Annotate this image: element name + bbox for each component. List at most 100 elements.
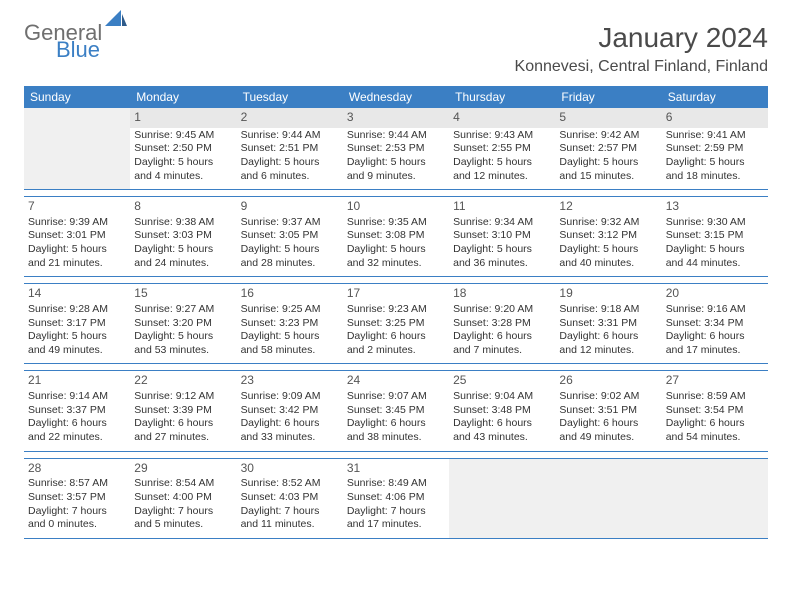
day-header: Monday bbox=[130, 86, 236, 108]
day-header: Sunday bbox=[24, 86, 130, 108]
logo-sail-icon bbox=[105, 13, 127, 30]
day-number: 25 bbox=[453, 373, 551, 389]
day-header: Thursday bbox=[449, 86, 555, 108]
calendar-cell bbox=[662, 459, 768, 538]
daylight-line: Daylight: 5 hours and 12 minutes. bbox=[453, 156, 551, 183]
month-title: January 2024 bbox=[515, 22, 768, 54]
sunrise-line: Sunrise: 9:39 AM bbox=[28, 216, 126, 230]
sunrise-line: Sunrise: 9:25 AM bbox=[241, 303, 339, 317]
day-number: 13 bbox=[666, 199, 764, 215]
day-number: 3 bbox=[343, 108, 449, 128]
week-row: 7Sunrise: 9:39 AMSunset: 3:01 PMDaylight… bbox=[24, 196, 768, 277]
sunset-line: Sunset: 3:23 PM bbox=[241, 317, 339, 331]
calendar-cell: 4Sunrise: 9:43 AMSunset: 2:55 PMDaylight… bbox=[449, 108, 555, 189]
calendar-cell: 12Sunrise: 9:32 AMSunset: 3:12 PMDayligh… bbox=[555, 197, 661, 276]
sunset-line: Sunset: 3:10 PM bbox=[453, 229, 551, 243]
calendar-cell: 17Sunrise: 9:23 AMSunset: 3:25 PMDayligh… bbox=[343, 284, 449, 363]
sunrise-line: Sunrise: 9:34 AM bbox=[453, 216, 551, 230]
sunset-line: Sunset: 3:08 PM bbox=[347, 229, 445, 243]
sunset-line: Sunset: 4:03 PM bbox=[241, 491, 339, 505]
calendar-cell: 14Sunrise: 9:28 AMSunset: 3:17 PMDayligh… bbox=[24, 284, 130, 363]
sunset-line: Sunset: 3:45 PM bbox=[347, 404, 445, 418]
day-number: 10 bbox=[347, 199, 445, 215]
calendar-cell: 30Sunrise: 8:52 AMSunset: 4:03 PMDayligh… bbox=[237, 459, 343, 538]
sunset-line: Sunset: 2:50 PM bbox=[134, 142, 232, 156]
calendar-cell: 11Sunrise: 9:34 AMSunset: 3:10 PMDayligh… bbox=[449, 197, 555, 276]
location: Konnevesi, Central Finland, Finland bbox=[515, 58, 768, 76]
daylight-line: Daylight: 6 hours and 17 minutes. bbox=[666, 330, 764, 357]
sunrise-line: Sunrise: 9:32 AM bbox=[559, 216, 657, 230]
daylight-line: Daylight: 6 hours and 54 minutes. bbox=[666, 417, 764, 444]
day-number: 6 bbox=[662, 108, 768, 128]
sunset-line: Sunset: 3:12 PM bbox=[559, 229, 657, 243]
sunset-line: Sunset: 3:42 PM bbox=[241, 404, 339, 418]
daylight-line: Daylight: 5 hours and 53 minutes. bbox=[134, 330, 232, 357]
calendar-cell: 27Sunrise: 8:59 AMSunset: 3:54 PMDayligh… bbox=[662, 371, 768, 450]
sunrise-line: Sunrise: 9:09 AM bbox=[241, 390, 339, 404]
sunset-line: Sunset: 3:31 PM bbox=[559, 317, 657, 331]
daylight-line: Daylight: 6 hours and 43 minutes. bbox=[453, 417, 551, 444]
sunrise-line: Sunrise: 9:44 AM bbox=[347, 129, 445, 143]
sunrise-line: Sunrise: 9:44 AM bbox=[241, 129, 339, 143]
daylight-line: Daylight: 6 hours and 38 minutes. bbox=[347, 417, 445, 444]
title-block: January 2024 Konnevesi, Central Finland,… bbox=[515, 22, 768, 76]
sunset-line: Sunset: 3:03 PM bbox=[134, 229, 232, 243]
calendar-cell: 19Sunrise: 9:18 AMSunset: 3:31 PMDayligh… bbox=[555, 284, 661, 363]
logo-text-2: Blue bbox=[56, 37, 100, 62]
sunrise-line: Sunrise: 9:04 AM bbox=[453, 390, 551, 404]
sunset-line: Sunset: 4:00 PM bbox=[134, 491, 232, 505]
day-number: 1 bbox=[130, 108, 236, 128]
day-number: 2 bbox=[237, 108, 343, 128]
logo: General Blue bbox=[24, 22, 129, 68]
sunset-line: Sunset: 3:17 PM bbox=[28, 317, 126, 331]
day-number: 17 bbox=[347, 286, 445, 302]
daylight-line: Daylight: 5 hours and 28 minutes. bbox=[241, 243, 339, 270]
sunrise-line: Sunrise: 9:37 AM bbox=[241, 216, 339, 230]
daylight-line: Daylight: 6 hours and 12 minutes. bbox=[559, 330, 657, 357]
calendar-cell: 16Sunrise: 9:25 AMSunset: 3:23 PMDayligh… bbox=[237, 284, 343, 363]
calendar-cell: 21Sunrise: 9:14 AMSunset: 3:37 PMDayligh… bbox=[24, 371, 130, 450]
sunset-line: Sunset: 2:57 PM bbox=[559, 142, 657, 156]
day-number: 27 bbox=[666, 373, 764, 389]
daylight-line: Daylight: 5 hours and 40 minutes. bbox=[559, 243, 657, 270]
day-number: 19 bbox=[559, 286, 657, 302]
day-number: 28 bbox=[28, 461, 126, 477]
sunrise-line: Sunrise: 9:43 AM bbox=[453, 129, 551, 143]
calendar: SundayMondayTuesdayWednesdayThursdayFrid… bbox=[24, 86, 768, 539]
daylight-line: Daylight: 5 hours and 24 minutes. bbox=[134, 243, 232, 270]
daylight-line: Daylight: 5 hours and 44 minutes. bbox=[666, 243, 764, 270]
sunrise-line: Sunrise: 9:14 AM bbox=[28, 390, 126, 404]
day-number: 8 bbox=[134, 199, 232, 215]
calendar-cell: 20Sunrise: 9:16 AMSunset: 3:34 PMDayligh… bbox=[662, 284, 768, 363]
calendar-cell: 2Sunrise: 9:44 AMSunset: 2:51 PMDaylight… bbox=[237, 108, 343, 189]
header: General Blue January 2024 Konnevesi, Cen… bbox=[24, 22, 768, 76]
sunrise-line: Sunrise: 9:42 AM bbox=[559, 129, 657, 143]
daylight-line: Daylight: 7 hours and 0 minutes. bbox=[28, 505, 126, 532]
day-header: Friday bbox=[555, 86, 661, 108]
daylight-line: Daylight: 6 hours and 2 minutes. bbox=[347, 330, 445, 357]
calendar-cell: 5Sunrise: 9:42 AMSunset: 2:57 PMDaylight… bbox=[555, 108, 661, 189]
calendar-cell: 22Sunrise: 9:12 AMSunset: 3:39 PMDayligh… bbox=[130, 371, 236, 450]
daylight-line: Daylight: 6 hours and 27 minutes. bbox=[134, 417, 232, 444]
day-number: 15 bbox=[134, 286, 232, 302]
daylight-line: Daylight: 6 hours and 33 minutes. bbox=[241, 417, 339, 444]
sunrise-line: Sunrise: 9:38 AM bbox=[134, 216, 232, 230]
calendar-cell: 6Sunrise: 9:41 AMSunset: 2:59 PMDaylight… bbox=[662, 108, 768, 189]
sunset-line: Sunset: 3:48 PM bbox=[453, 404, 551, 418]
day-number: 30 bbox=[241, 461, 339, 477]
sunset-line: Sunset: 3:25 PM bbox=[347, 317, 445, 331]
day-number: 11 bbox=[453, 199, 551, 215]
sunrise-line: Sunrise: 9:45 AM bbox=[134, 129, 232, 143]
sunset-line: Sunset: 3:20 PM bbox=[134, 317, 232, 331]
sunrise-line: Sunrise: 8:49 AM bbox=[347, 477, 445, 491]
calendar-cell bbox=[449, 459, 555, 538]
calendar-cell: 7Sunrise: 9:39 AMSunset: 3:01 PMDaylight… bbox=[24, 197, 130, 276]
day-number: 9 bbox=[241, 199, 339, 215]
daylight-line: Daylight: 5 hours and 18 minutes. bbox=[666, 156, 764, 183]
day-number: 21 bbox=[28, 373, 126, 389]
week-row: 14Sunrise: 9:28 AMSunset: 3:17 PMDayligh… bbox=[24, 283, 768, 364]
sunset-line: Sunset: 3:34 PM bbox=[666, 317, 764, 331]
sunrise-line: Sunrise: 9:12 AM bbox=[134, 390, 232, 404]
calendar-cell: 1Sunrise: 9:45 AMSunset: 2:50 PMDaylight… bbox=[130, 108, 236, 189]
day-number: 16 bbox=[241, 286, 339, 302]
